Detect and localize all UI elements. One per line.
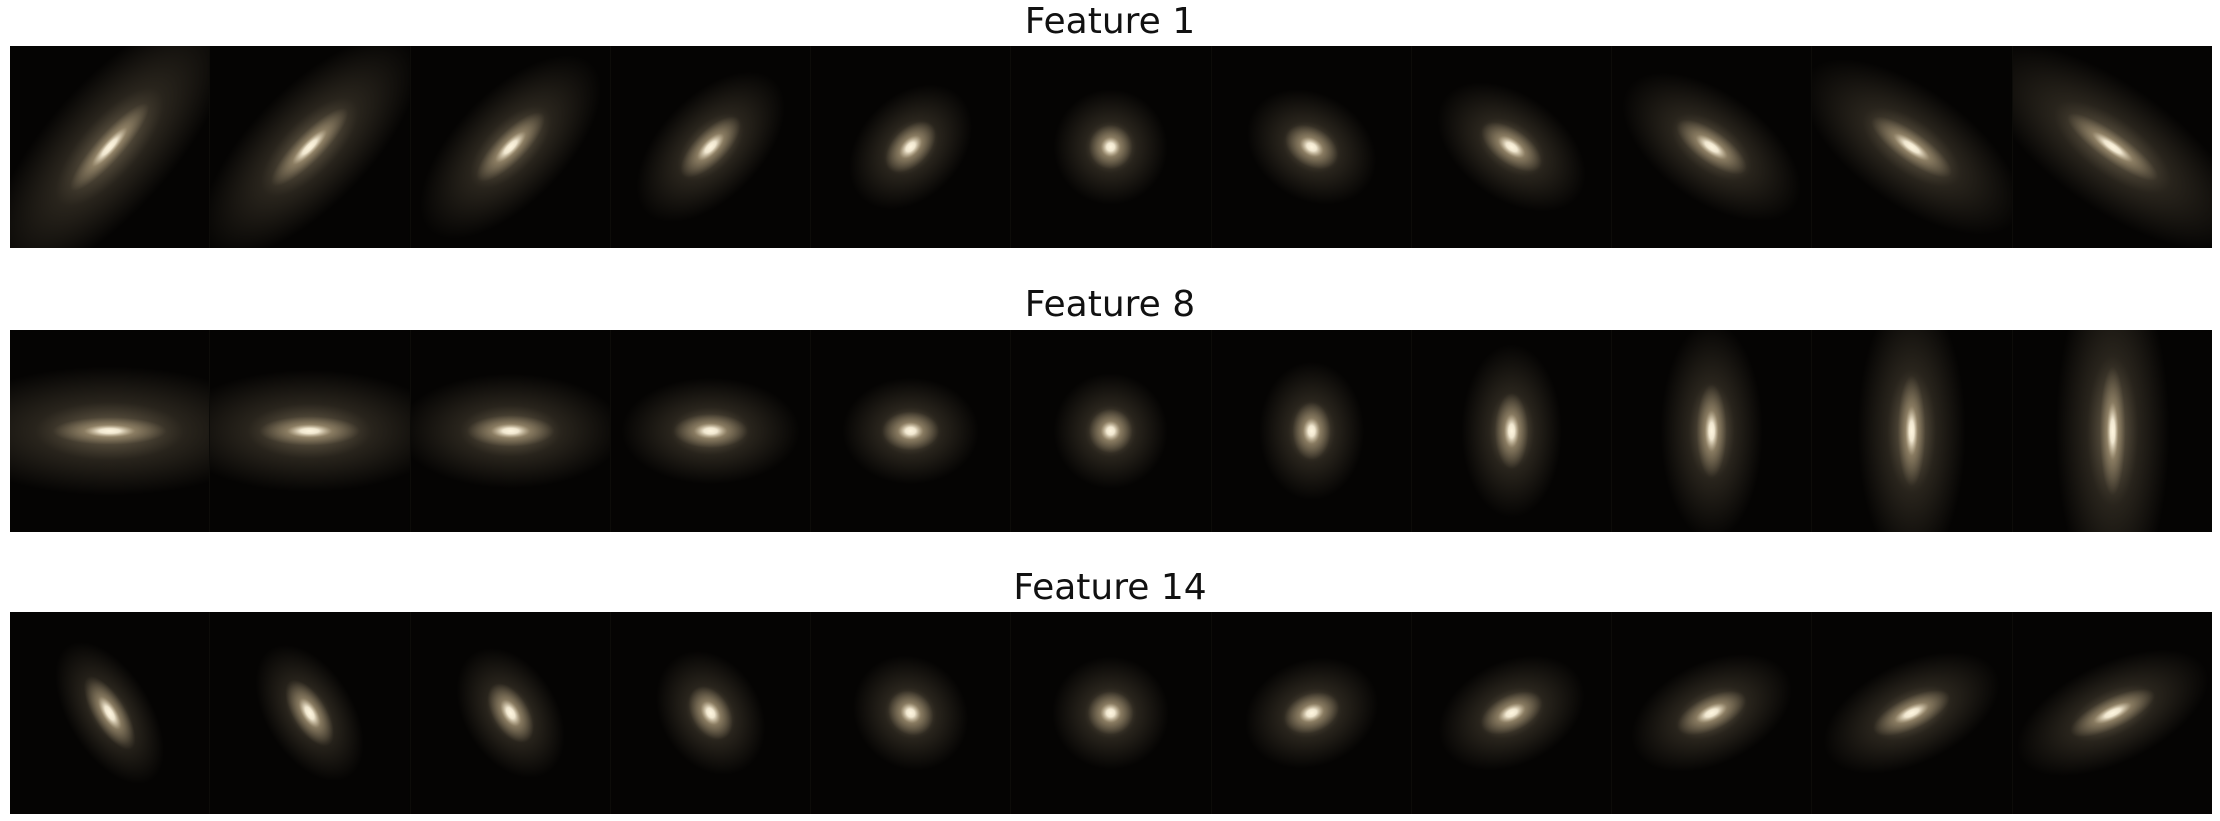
galaxy-tile xyxy=(1812,46,2013,248)
galaxy-tile xyxy=(2012,612,2212,814)
galaxy-tile xyxy=(10,612,211,814)
galaxy-tile xyxy=(10,330,211,532)
galaxy-tile xyxy=(1612,46,1813,248)
galaxy-tile xyxy=(1812,612,2013,814)
galaxy-tile xyxy=(811,46,1012,248)
galaxy-tile xyxy=(210,612,411,814)
galaxy-tile xyxy=(410,46,611,248)
row-title-feature-8: Feature 8 xyxy=(1024,284,1196,325)
galaxy-tile xyxy=(210,330,411,532)
row-title-feature-14: Feature 14 xyxy=(1013,567,1207,608)
galaxy-tile xyxy=(2012,330,2212,532)
galaxy-tile xyxy=(410,330,611,532)
galaxy-tile xyxy=(1612,612,1813,814)
image-strip-feature-14 xyxy=(10,612,2212,814)
galaxy-tile xyxy=(1411,330,1613,532)
row-title-feature-1: Feature 1 xyxy=(1024,1,1196,42)
galaxy-tile xyxy=(1812,330,2013,532)
image-strip-feature-8 xyxy=(10,330,2212,532)
galaxy-tile xyxy=(811,330,1012,532)
galaxy-tile xyxy=(610,46,812,248)
image-strip-feature-1 xyxy=(10,46,2212,248)
galaxy-tile xyxy=(1011,612,1212,814)
galaxy-tile xyxy=(210,46,411,248)
galaxy-tile xyxy=(1211,330,1412,532)
galaxy-tile xyxy=(410,612,611,814)
galaxy-tile xyxy=(610,330,812,532)
galaxy-tile xyxy=(610,612,812,814)
galaxy-tile xyxy=(1612,330,1813,532)
galaxy-tile xyxy=(2012,46,2212,248)
galaxy-tile xyxy=(1211,612,1412,814)
galaxy-tile xyxy=(811,612,1012,814)
galaxy-tile xyxy=(10,46,211,248)
galaxy-tile xyxy=(1011,46,1212,248)
galaxy-tile xyxy=(1411,46,1613,248)
galaxy-tile xyxy=(1411,612,1613,814)
galaxy-tile xyxy=(1211,46,1412,248)
galaxy-tile xyxy=(1011,330,1212,532)
